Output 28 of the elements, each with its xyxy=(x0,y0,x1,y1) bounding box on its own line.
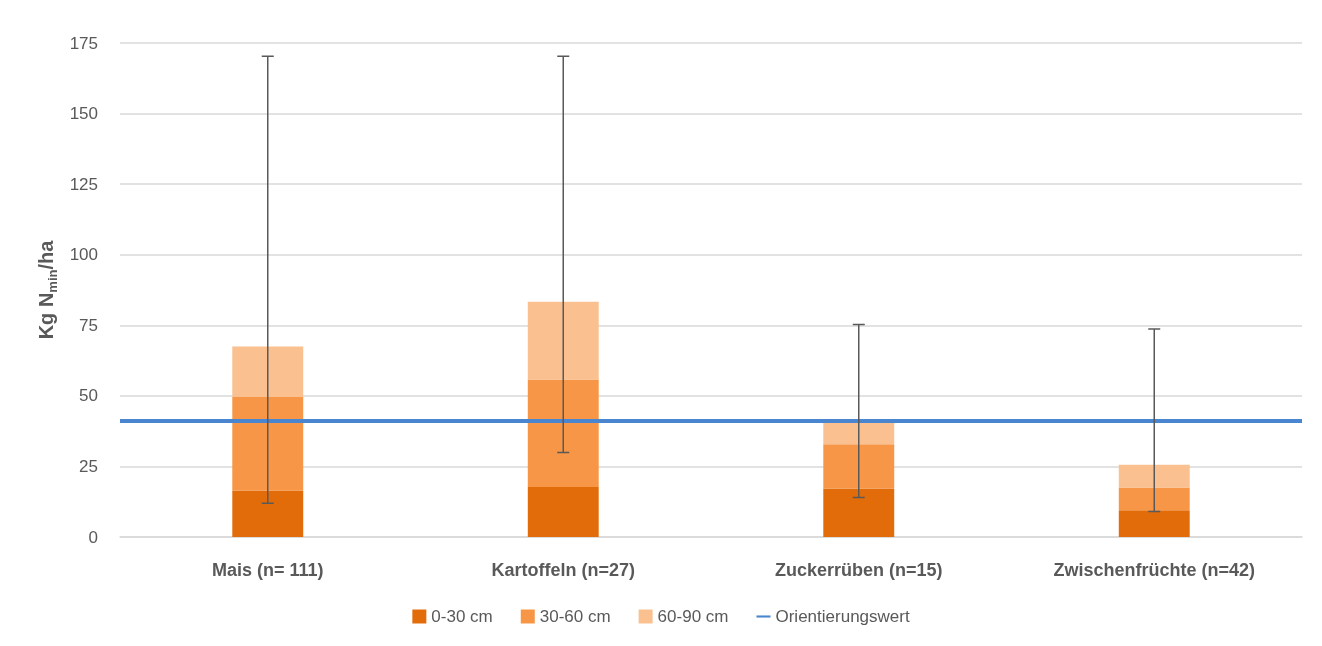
bar xyxy=(527,379,599,488)
y-tick-label: 125 xyxy=(69,174,98,194)
bar xyxy=(232,346,304,397)
y-tick-label: 100 xyxy=(69,245,98,265)
x-tick-label: Zuckerrüben (n=15) xyxy=(774,560,943,580)
bar xyxy=(1118,487,1190,511)
bar xyxy=(232,490,304,537)
x-tick-label: Zwischenfrüchte (n=42) xyxy=(1053,560,1256,580)
y-tick-label: 75 xyxy=(79,315,98,335)
bar xyxy=(823,488,895,537)
legend-label: 60-90 cm xyxy=(657,607,729,626)
legend-label: 30-60 cm xyxy=(539,607,611,626)
y-tick-label: 150 xyxy=(69,104,98,124)
bar xyxy=(232,396,304,491)
legend-label: Orientierungswert xyxy=(775,607,910,626)
bar xyxy=(823,422,895,445)
y-tick-label: 25 xyxy=(79,456,98,476)
y-tick-label: 175 xyxy=(69,33,98,53)
bar xyxy=(527,301,599,380)
bar xyxy=(1118,510,1190,537)
bar xyxy=(1118,464,1190,488)
x-tick-label: Kartoffeln (n=27) xyxy=(491,560,636,580)
legend-label: 0-30 cm xyxy=(431,607,493,626)
y-tick-label: 0 xyxy=(88,527,98,547)
bar xyxy=(823,444,895,489)
y-tick-label: 50 xyxy=(79,386,98,406)
bar xyxy=(527,487,599,537)
x-tick-label: Mais (n= 111) xyxy=(211,560,324,580)
